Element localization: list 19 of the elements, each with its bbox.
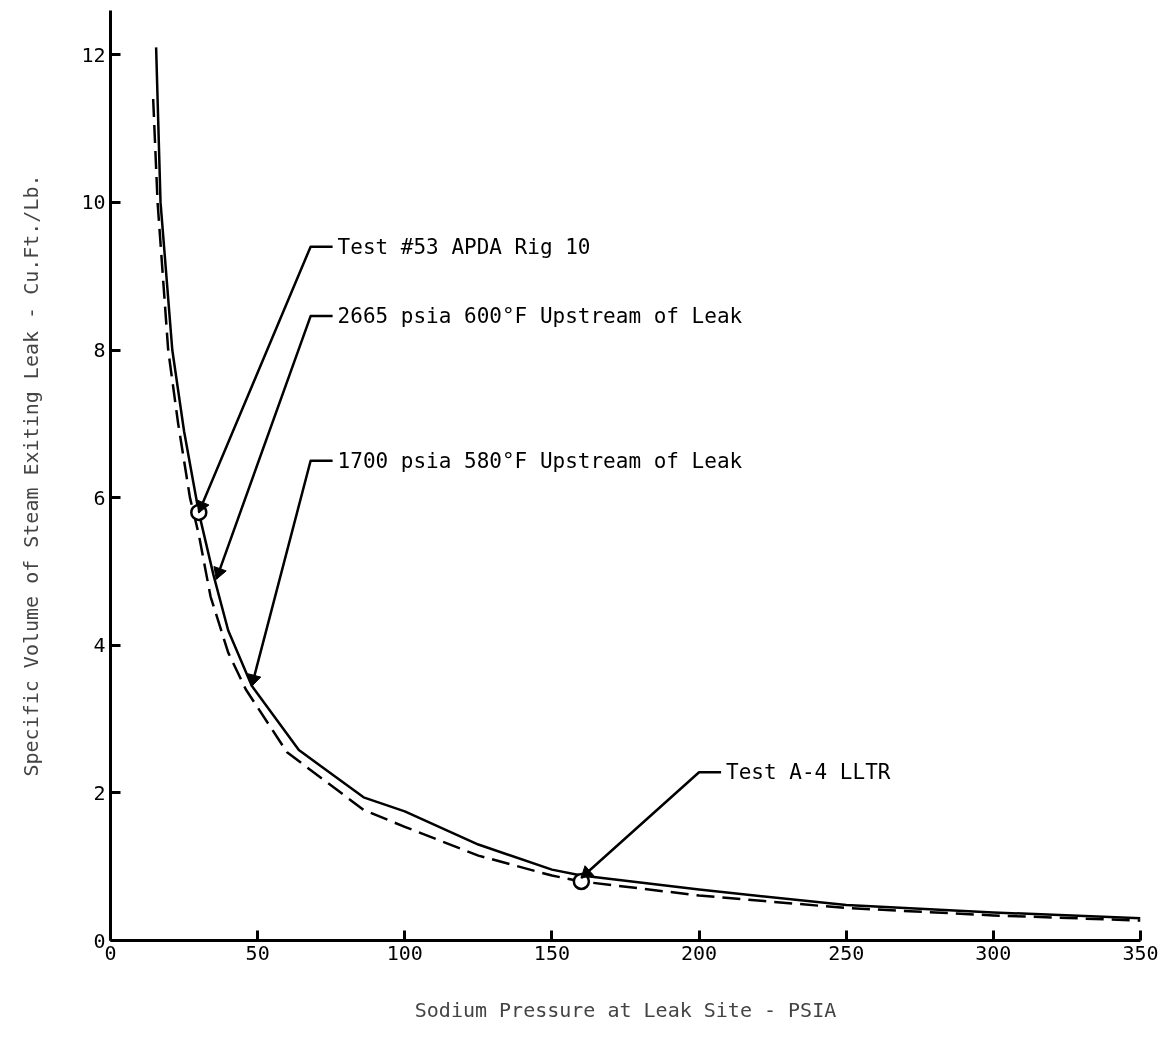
y-tick-label: 6 bbox=[93, 485, 106, 510]
y-tick-label: 10 bbox=[81, 190, 106, 215]
y-tick-label: 12 bbox=[81, 42, 106, 67]
x-tick-label: 50 bbox=[245, 940, 270, 965]
x-tick-label: 150 bbox=[533, 940, 570, 965]
y-tick-label: 4 bbox=[93, 633, 106, 658]
annotation: 2665 psia 600°F Upstream of Leak bbox=[337, 304, 743, 329]
x-tick-label: 350 bbox=[1122, 940, 1159, 965]
x-axis-title: Sodium Pressure at Leak Site - PSIA bbox=[414, 997, 837, 1022]
annotation: Test #53 APDA Rig 10 bbox=[337, 234, 591, 259]
annotation: 1700 psia 580°F Upstream of Leak bbox=[337, 448, 743, 473]
x-tick-label: 250 bbox=[828, 940, 865, 965]
y-tick-label: 2 bbox=[93, 780, 106, 805]
x-tick-label: 200 bbox=[681, 940, 718, 965]
y-axis-title: Specific Volume of Steam Exiting Leak - Cu.Ft./Lb. bbox=[19, 174, 44, 777]
annotation: Test A-4 LLTR bbox=[726, 760, 891, 785]
x-tick-label: 100 bbox=[386, 940, 423, 965]
y-tick-label: 8 bbox=[93, 338, 106, 363]
x-tick-label: 300 bbox=[975, 940, 1012, 965]
